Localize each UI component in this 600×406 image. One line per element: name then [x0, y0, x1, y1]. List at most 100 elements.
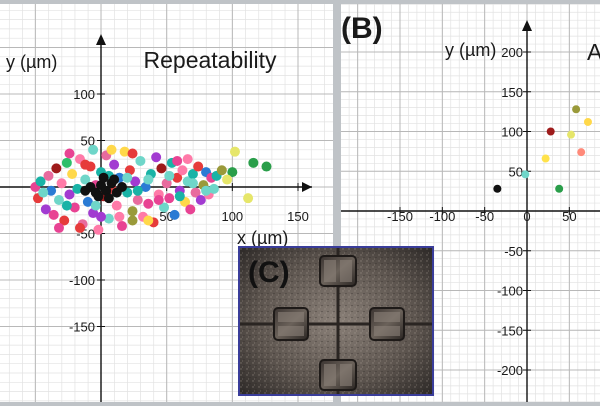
scatter-point	[193, 161, 204, 172]
scatter-point	[80, 185, 91, 196]
y-tick-label: -150	[497, 323, 523, 338]
scatter-point	[583, 117, 592, 126]
scatter-point	[90, 200, 101, 211]
scatter-point	[56, 178, 67, 189]
scatter-point	[40, 204, 51, 215]
scatter-point	[229, 146, 240, 157]
cross-mark-image: (C)	[240, 248, 432, 394]
y-tick-label: 200	[501, 45, 523, 60]
scatter-point	[143, 198, 154, 209]
scatter-point	[132, 195, 143, 206]
y-tick-label: 100	[73, 87, 95, 102]
x-tick-label: -150	[387, 209, 413, 224]
chart-title: Repeatability	[144, 47, 277, 73]
scatter-point	[114, 211, 125, 222]
scatter-point	[64, 189, 75, 200]
y-tick-label: -100	[497, 284, 523, 299]
scatter-point	[159, 202, 170, 213]
scatter-point	[567, 130, 576, 139]
scatter-point	[572, 105, 581, 114]
y-tick-label: 100	[501, 125, 523, 140]
panel-c-microscope-image: (C)	[238, 246, 434, 396]
scatter-point	[493, 184, 502, 193]
scatter-point	[130, 176, 141, 187]
scatter-point	[182, 154, 193, 165]
scatter-point	[127, 215, 138, 226]
scatter-point	[156, 163, 167, 174]
scatter-point	[53, 195, 64, 206]
scatter-point	[132, 185, 143, 196]
scatter-point	[243, 193, 254, 204]
scatter-points	[493, 105, 592, 193]
scatter-point	[135, 155, 146, 166]
scatter-point	[109, 174, 120, 185]
scatter-points	[30, 144, 272, 235]
scatter-point	[577, 148, 586, 157]
scatter-point	[555, 184, 564, 193]
scatter-point	[117, 221, 128, 232]
x-axis-label: x (µm)	[237, 228, 288, 248]
scatter-point	[227, 167, 238, 178]
scatter-point	[43, 170, 54, 181]
scatter-point	[172, 155, 183, 166]
scatter-point	[172, 172, 183, 183]
scatter-point	[51, 163, 62, 174]
y-tick-label: 150	[501, 85, 523, 100]
x-axis-arrow	[302, 182, 312, 192]
scatter-point	[190, 187, 201, 198]
scatter-point	[122, 172, 133, 183]
scatter-point	[61, 200, 72, 211]
scatter-point	[48, 209, 59, 220]
scatter-point	[164, 193, 175, 204]
scatter-point	[98, 172, 109, 183]
scatter-point	[109, 159, 120, 170]
x-tick-label: 100	[221, 209, 243, 224]
scatter-point	[53, 222, 64, 233]
x-tick-label: -50	[475, 209, 494, 224]
scatter-point	[261, 161, 272, 172]
scatter-point	[177, 165, 188, 176]
y-axis-arrow	[522, 20, 532, 31]
scatter-point	[103, 213, 114, 224]
scatter-point	[117, 182, 128, 192]
scatter-point	[74, 222, 85, 233]
scatter-point	[143, 215, 154, 226]
scatter-point	[67, 168, 78, 179]
scatter-point	[69, 202, 80, 213]
scatter-point	[546, 127, 555, 136]
scatter-point	[46, 185, 57, 196]
scatter-point	[38, 187, 49, 198]
y-tick-label: 50	[509, 164, 523, 179]
scatter-point	[93, 224, 104, 235]
scatter-point	[106, 144, 117, 155]
x-tick-label: 50	[562, 209, 576, 224]
y-tick-label: -150	[69, 320, 95, 335]
y-tick-label: 50	[81, 134, 95, 149]
x-tick-label: -100	[429, 209, 455, 224]
scatter-point	[111, 200, 122, 211]
scatter-point	[103, 193, 114, 204]
scatter-point	[174, 191, 185, 202]
scatter-point	[187, 168, 198, 179]
x-tick-label: 150	[287, 209, 309, 224]
scatter-point	[35, 176, 46, 187]
y-axis-arrow	[96, 34, 106, 45]
scatter-point	[143, 174, 154, 185]
y-tick-label: -100	[69, 273, 95, 288]
y-axis-label: y (µm)	[445, 40, 496, 60]
scatter-point	[80, 159, 91, 170]
scatter-point	[93, 191, 104, 202]
scatter-point	[164, 170, 175, 181]
scatter-point	[208, 183, 219, 194]
scatter-point	[127, 148, 138, 159]
scatter-point	[80, 174, 91, 185]
chart-title-partial: A	[587, 39, 600, 65]
y-axis-label: y (µm)	[6, 52, 57, 72]
scatter-point	[187, 178, 198, 189]
scatter-point	[151, 152, 162, 163]
scatter-point	[64, 148, 75, 159]
scatter-point	[201, 185, 212, 196]
scatter-point	[96, 211, 106, 222]
scatter-point	[169, 209, 180, 220]
scatter-point	[521, 170, 530, 179]
